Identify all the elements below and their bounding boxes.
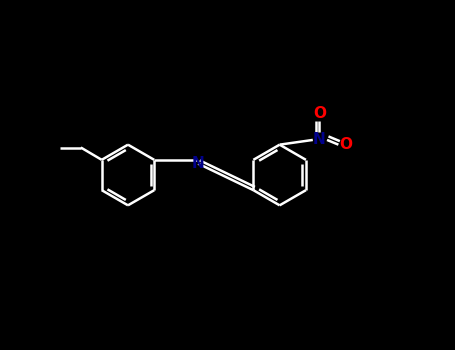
Text: N: N (313, 132, 326, 147)
Text: N: N (192, 156, 204, 171)
Text: O: O (313, 106, 326, 121)
Text: O: O (339, 137, 353, 152)
